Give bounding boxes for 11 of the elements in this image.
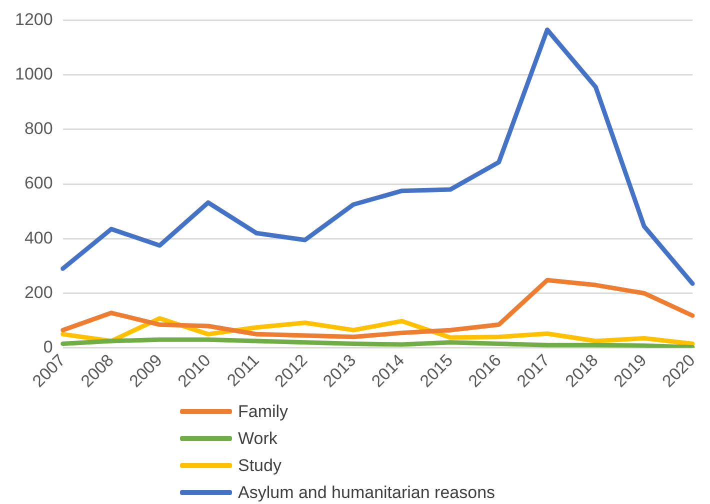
legend-label: Work: [238, 428, 278, 448]
y-tick-label: 200: [24, 282, 53, 302]
y-tick-label: 0: [43, 338, 53, 357]
y-tick-label: 400: [24, 228, 53, 248]
legend-label: Family: [238, 402, 288, 422]
y-tick-label: 1000: [14, 64, 53, 84]
y-tick-label: 1200: [14, 10, 53, 29]
legend-label: Study: [238, 456, 282, 476]
y-tick-label: 600: [24, 174, 53, 193]
y-tick-label: 800: [24, 119, 53, 138]
legend-label: Asylum and humanitarian reasons: [238, 482, 496, 502]
